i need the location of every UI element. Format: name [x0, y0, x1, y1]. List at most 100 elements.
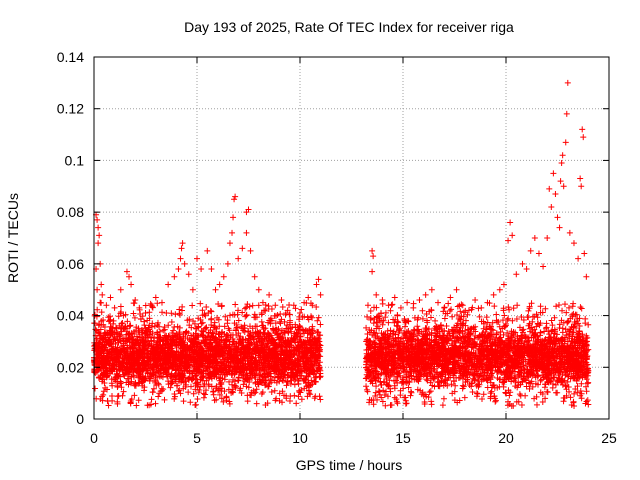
data-point — [190, 390, 197, 397]
data-point — [286, 398, 293, 405]
data-point — [154, 300, 161, 307]
data-point — [239, 309, 246, 316]
data-point — [92, 385, 99, 392]
data-point — [92, 326, 99, 333]
data-point — [283, 382, 290, 389]
data-point — [291, 381, 298, 388]
data-point — [155, 393, 162, 400]
data-point — [292, 305, 299, 312]
data-point — [135, 397, 142, 404]
data-point — [253, 400, 260, 407]
data-point — [133, 402, 140, 409]
data-point — [255, 302, 262, 309]
data-point — [376, 388, 383, 395]
data-point — [200, 394, 207, 401]
data-point — [243, 304, 250, 311]
data-point — [208, 315, 215, 322]
data-point — [393, 396, 400, 403]
data-point — [279, 304, 286, 311]
data-point — [165, 322, 172, 329]
data-point — [314, 317, 321, 324]
data-point — [448, 306, 455, 313]
data-point — [173, 382, 180, 389]
data-point — [188, 383, 195, 390]
data-point — [185, 389, 192, 396]
data-point — [120, 388, 127, 395]
data-point — [389, 301, 396, 308]
data-point — [217, 381, 224, 388]
data-point — [224, 320, 231, 327]
data-point — [461, 394, 468, 401]
data-point — [440, 395, 447, 402]
data-point — [216, 323, 223, 330]
chart-title: Day 193 of 2025, Rate Of TEC Index for r… — [184, 19, 514, 35]
data-point — [104, 398, 111, 405]
data-point — [189, 302, 196, 309]
data-point — [213, 325, 220, 332]
data-point — [176, 387, 183, 394]
data-point — [180, 398, 187, 405]
data-point — [131, 392, 138, 399]
data-point — [235, 307, 242, 314]
data-point — [203, 304, 210, 311]
data-point — [277, 320, 284, 327]
data-point — [194, 396, 201, 403]
data-point — [258, 318, 265, 325]
data-point — [149, 365, 156, 372]
data-point — [452, 382, 459, 389]
data-point — [208, 308, 215, 315]
data-point — [249, 302, 256, 309]
data-point — [298, 396, 305, 403]
data-point — [394, 400, 401, 407]
data-point — [316, 373, 323, 380]
data-point — [183, 328, 190, 335]
data-point — [203, 387, 210, 394]
data-point — [152, 400, 159, 407]
data-point — [252, 389, 259, 396]
data-point — [115, 392, 122, 399]
data-point — [522, 392, 529, 399]
data-point — [419, 315, 426, 322]
data-point — [159, 309, 166, 316]
data-point — [314, 328, 321, 335]
data-point — [177, 390, 184, 397]
data-point — [187, 399, 194, 406]
data-point — [317, 321, 324, 328]
data-point — [266, 380, 273, 387]
data-point — [308, 313, 315, 320]
data-point — [514, 302, 521, 309]
data-point — [149, 389, 156, 396]
data-point — [198, 320, 205, 327]
data-point — [161, 396, 168, 403]
data-point — [518, 401, 525, 408]
data-point — [292, 321, 299, 328]
data-point — [253, 386, 260, 393]
data-point — [119, 320, 126, 327]
data-point — [94, 306, 101, 313]
data-point — [210, 388, 217, 395]
data-point — [148, 396, 155, 403]
data-point — [525, 307, 532, 314]
data-point — [202, 391, 209, 398]
data-point — [382, 314, 389, 321]
data-point — [279, 399, 286, 406]
data-point — [502, 389, 509, 396]
data-point — [221, 323, 228, 330]
data-point — [533, 401, 540, 408]
data-point — [235, 317, 242, 324]
data-point — [262, 307, 269, 314]
data-point — [432, 317, 439, 324]
data-point — [363, 383, 370, 390]
data-point — [130, 310, 137, 317]
data-point — [317, 396, 324, 403]
data-point — [176, 306, 183, 313]
data-point — [293, 400, 300, 407]
data-point — [234, 324, 241, 331]
data-point — [233, 321, 240, 328]
data-point — [246, 392, 253, 399]
data-point — [364, 313, 371, 320]
data-point — [223, 394, 230, 401]
data-point — [271, 387, 278, 394]
data-point — [419, 307, 426, 314]
